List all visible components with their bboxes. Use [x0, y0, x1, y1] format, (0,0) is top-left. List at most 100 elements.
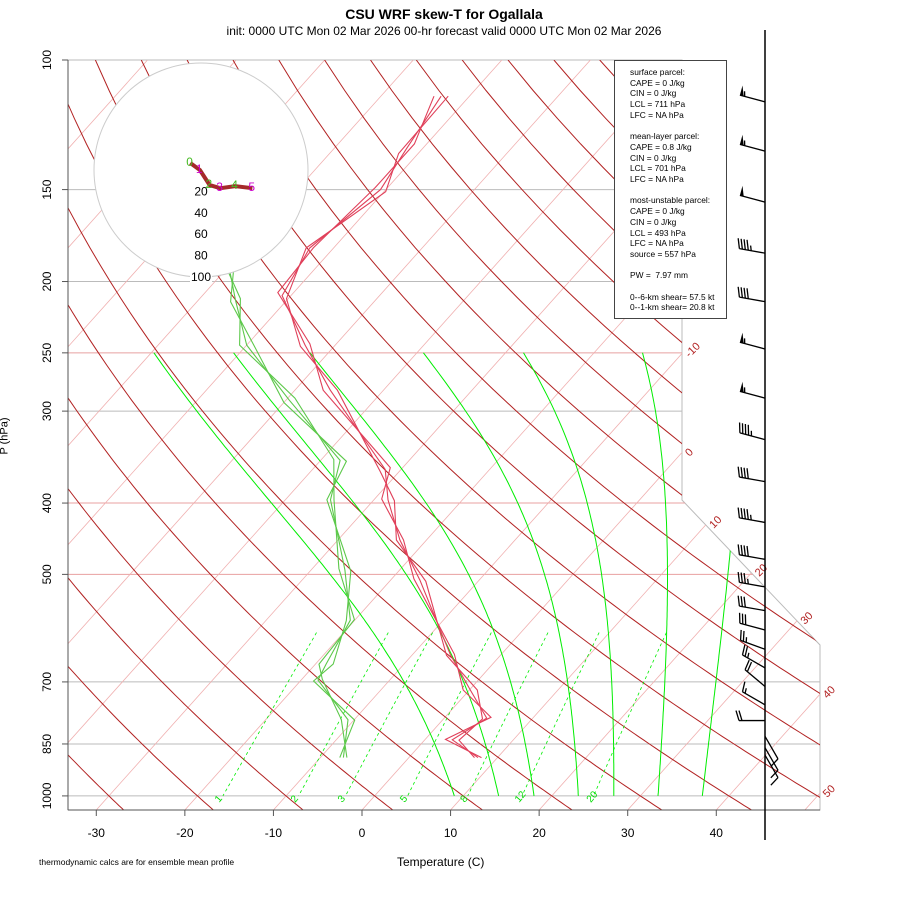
hodograph: 20 40 60 80 100 0 12 3 4 5	[93, 62, 309, 284]
info-line: PW = 7.97 mm	[630, 270, 688, 281]
info-line: CAPE = 0.8 J/kg	[630, 141, 692, 152]
temperature-profile	[285, 95, 484, 758]
barb-shaft	[740, 639, 766, 650]
barb-shaft	[739, 517, 766, 524]
mixing-ratio-line	[222, 632, 317, 797]
dry-adiabat	[68, 60, 665, 810]
barb-full	[740, 507, 743, 519]
barb-full	[746, 288, 749, 299]
wind-barb	[764, 736, 779, 767]
dry-adiabat	[68, 60, 485, 810]
barb-shaft	[739, 581, 766, 588]
info-line: LFC = NA hPa	[630, 109, 684, 120]
dry-adiabat	[782, 60, 820, 810]
hodograph-label: 4	[231, 178, 238, 192]
barb-full	[740, 572, 743, 583]
info-line: CAPE = 0 J/kg	[630, 206, 685, 217]
y-tick-label: 400	[40, 493, 54, 513]
info-line: surface parcel:	[630, 67, 685, 77]
info-line: CIN = 0 J/kg	[630, 88, 677, 99]
mixing-ratio-line	[593, 632, 667, 797]
mixing-ratio-line	[345, 632, 433, 797]
dry-adiabat	[68, 60, 396, 810]
barb-full	[746, 468, 749, 479]
mixing-ratio-label: 12	[513, 789, 529, 805]
info-line	[630, 281, 726, 292]
x-tick-label: 30	[621, 826, 635, 840]
wind-barb	[737, 544, 766, 560]
wind-barb	[741, 644, 766, 669]
info-line: LCL = 493 hPa	[630, 227, 686, 238]
hodograph-ring-label: 40	[194, 206, 208, 220]
dry-adiabat	[94, 60, 820, 810]
x-tick-label: -20	[176, 826, 194, 840]
barb-full	[743, 239, 746, 250]
barb-full	[740, 544, 743, 556]
chart-subtitle: init: 0000 UTC Mon 02 Mar 2026 00-hr for…	[226, 24, 662, 38]
wind-barb	[739, 85, 766, 103]
barb-shaft	[764, 736, 779, 760]
barb-half	[749, 245, 752, 251]
dry-adiabat	[140, 60, 820, 810]
y-tick-label: 100	[40, 50, 54, 70]
info-line: LFC = NA hPa	[630, 174, 684, 185]
barb-full	[744, 659, 750, 670]
barb-flag	[739, 185, 744, 197]
wind-barb	[741, 681, 766, 706]
wind-barb	[738, 422, 766, 441]
mixing-ratio-label: 3	[336, 793, 348, 805]
wind-barb	[739, 332, 766, 350]
y-tick-label: 850	[40, 734, 54, 754]
isotherm-label: 40	[821, 684, 838, 701]
barb-shaft	[739, 296, 766, 303]
dewpoint-profile	[230, 271, 356, 758]
dry-adiabat	[68, 60, 216, 810]
info-line: CIN = 0 J/kg	[630, 152, 677, 163]
barb-full	[737, 286, 741, 298]
barb-full	[737, 238, 741, 249]
barb-full	[740, 238, 743, 250]
wind-barb	[764, 754, 779, 786]
barb-full	[737, 571, 741, 583]
isotherm	[273, 60, 820, 810]
barb-full	[737, 507, 741, 518]
wind-barb	[744, 659, 766, 687]
isotherm	[68, 60, 680, 810]
info-line: source = 557 hPa	[630, 248, 696, 259]
hodograph-ring-label: 20	[194, 184, 208, 198]
barb-full	[746, 509, 749, 520]
barb-flag	[739, 332, 744, 344]
barb-full	[741, 644, 746, 656]
dewpoint-profile	[228, 268, 351, 758]
isotherm	[538, 60, 820, 810]
dry-adiabat	[186, 60, 820, 810]
wind-barb	[735, 710, 765, 722]
barb-shaft	[739, 194, 766, 203]
barb-flag	[739, 381, 744, 393]
barb-shaft	[744, 669, 766, 687]
ring-label-bg	[190, 227, 212, 240]
barb-shaft	[739, 554, 766, 560]
barb-full	[737, 544, 741, 555]
hodograph-label: 2	[206, 177, 213, 191]
wind-barb	[739, 185, 766, 203]
ring-label-bg	[190, 248, 212, 261]
barb-shaft	[742, 691, 766, 706]
barb-shaft	[739, 605, 766, 612]
barb-full	[739, 629, 742, 641]
mixing-ratio-label: 2	[289, 793, 301, 805]
isotherm	[68, 60, 503, 810]
mixing-ratio-line	[467, 632, 549, 797]
moist-adiabat	[642, 352, 668, 796]
info-line: CAPE = 0 J/kg	[630, 77, 685, 88]
dry-adiabat	[278, 60, 820, 810]
mixing-ratio-line	[521, 632, 600, 797]
y-tick-label: 1000	[40, 782, 54, 809]
mixing-ratio-label: 8	[459, 793, 471, 805]
barb-full	[737, 466, 741, 478]
barb-full	[743, 545, 746, 556]
hodograph-label: 1	[196, 162, 203, 176]
isotherm-label: 0	[683, 446, 696, 459]
x-tick-label: 0	[359, 826, 366, 840]
isotherm	[804, 60, 820, 810]
